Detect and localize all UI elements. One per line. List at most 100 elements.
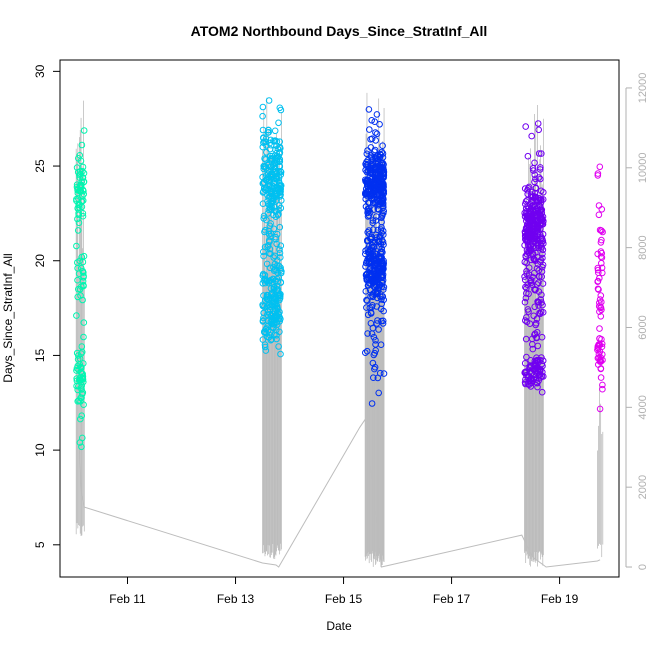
data-point [527,279,535,287]
data-point [531,330,539,338]
data-point [376,233,383,240]
data-point [363,150,371,158]
data-point [379,178,386,186]
data-point [377,165,384,172]
data-point [535,302,542,309]
data-point [365,199,372,206]
data-point [267,312,275,320]
data-point [370,194,377,202]
data-point [373,111,381,118]
data-point [526,368,534,376]
data-point [523,290,530,297]
data-point [259,302,267,310]
data-point [73,312,80,319]
data-point [377,305,385,313]
data-point [273,156,281,164]
data-point [363,296,370,304]
data-point [539,246,547,254]
data-point [380,196,387,203]
data-point [378,148,386,156]
data-point [531,303,539,311]
data-point [79,212,87,220]
x-tick-label: Feb 13 [217,592,255,606]
data-point [261,271,269,279]
data-point [595,211,603,219]
data-point [538,273,546,281]
data-point [534,342,542,350]
data-point [538,354,545,361]
data-point [268,336,276,343]
data-point [374,226,382,234]
data-point [76,152,84,159]
data-point [535,150,543,157]
data-point [526,244,533,251]
data-point [78,364,85,371]
data-point [367,265,374,273]
data-point [277,315,284,323]
data-point [380,170,388,178]
data-point [261,226,269,234]
data-point [370,333,378,341]
data-point [595,354,603,361]
data-point [267,163,274,171]
data-point [262,172,270,179]
data-point [522,294,530,302]
data-point [379,249,386,256]
data-point [535,279,542,287]
data-point [369,302,376,309]
data-point [263,216,270,224]
data-point [523,314,530,321]
data-point [78,178,86,185]
series-feb-19 [594,163,606,413]
data-point [273,183,281,191]
data-point [74,293,81,301]
secondary-profile-line [78,417,601,568]
data-point [530,167,537,174]
data-point [373,130,381,138]
data-point [524,281,531,289]
data-point [369,219,377,227]
data-point [527,243,535,250]
data-point [367,272,375,279]
data-point [73,367,80,374]
data-point [73,242,80,250]
data-point [537,203,544,210]
data-point [269,295,276,302]
data-point [378,317,385,325]
data-point [527,256,535,264]
data-point [376,153,383,161]
data-point [263,142,270,149]
data-point [523,353,530,361]
data-point [273,142,280,150]
data-point [378,274,386,282]
data-point [259,143,267,151]
data-point [267,220,274,227]
data-point [365,212,373,219]
data-point [372,129,379,136]
data-point [273,152,281,160]
data-point [276,246,283,253]
data-point [272,213,280,220]
data-point [376,369,384,377]
data-point [367,144,375,151]
data-point [259,126,267,134]
data-point [276,163,284,170]
y2-tick-label: 10000 [637,152,649,183]
data-point [530,312,538,320]
data-point [372,275,380,282]
data-point [538,235,546,243]
data-point [275,311,283,319]
data-point [80,252,88,260]
data-point [528,199,536,207]
data-point [276,292,284,300]
data-point [531,209,539,216]
data-point [598,254,606,261]
data-point [371,363,379,371]
data-point [276,138,284,145]
data-point [74,386,81,394]
data-point [598,298,605,306]
data-point [78,141,86,149]
data-point [527,357,535,364]
data-point [375,173,383,181]
